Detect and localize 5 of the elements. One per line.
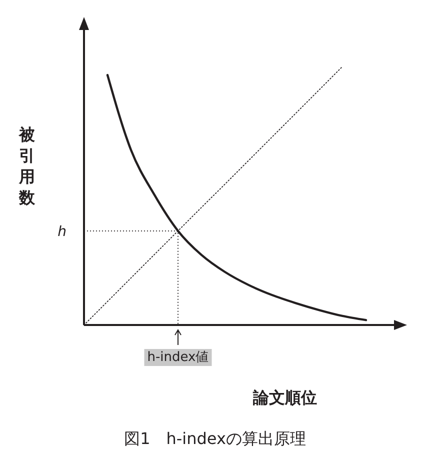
x-axis-title: 論文順位	[252, 388, 317, 407]
text: h-index値	[147, 350, 209, 365]
y-axis-title: 被引用数	[18, 125, 36, 207]
ref-line-label: h	[58, 224, 66, 240]
text: 図1 h-indexの算出原理	[124, 429, 306, 448]
